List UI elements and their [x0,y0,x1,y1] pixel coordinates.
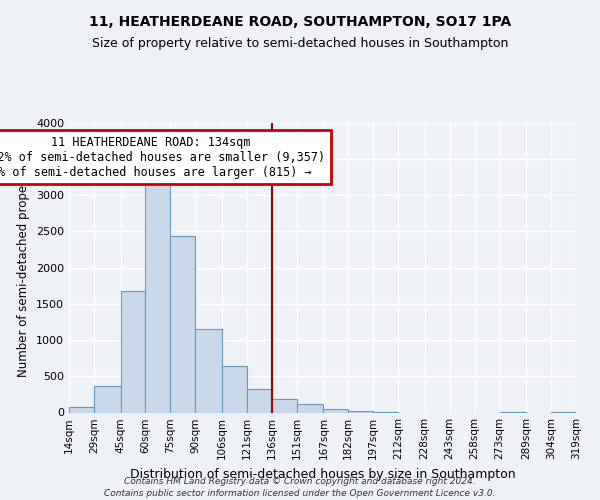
Bar [121,290,145,412]
Bar [196,329,222,412]
Bar [222,366,247,412]
Text: 11, HEATHERDEANE ROAD, SOUTHAMPTON, SO17 1PA: 11, HEATHERDEANE ROAD, SOUTHAMPTON, SO17… [89,15,511,29]
X-axis label: Distribution of semi-detached houses by size in Southampton: Distribution of semi-detached houses by … [130,468,515,481]
Text: Contains public sector information licensed under the Open Government Licence v3: Contains public sector information licen… [104,489,496,498]
Text: Size of property relative to semi-detached houses in Southampton: Size of property relative to semi-detach… [92,38,508,51]
Bar [145,184,170,412]
Bar [297,404,323,412]
Bar [170,236,196,412]
Bar [323,408,348,412]
Bar [94,386,121,412]
Bar [348,411,373,412]
Bar [272,398,297,412]
Text: 11 HEATHERDEANE ROAD: 134sqm
← 92% of semi-detached houses are smaller (9,357)
8: 11 HEATHERDEANE ROAD: 134sqm ← 92% of se… [0,136,325,178]
Bar [247,389,272,412]
Y-axis label: Number of semi-detached properties: Number of semi-detached properties [17,158,31,377]
Bar [69,407,94,412]
Text: Contains HM Land Registry data © Crown copyright and database right 2024.: Contains HM Land Registry data © Crown c… [124,478,476,486]
